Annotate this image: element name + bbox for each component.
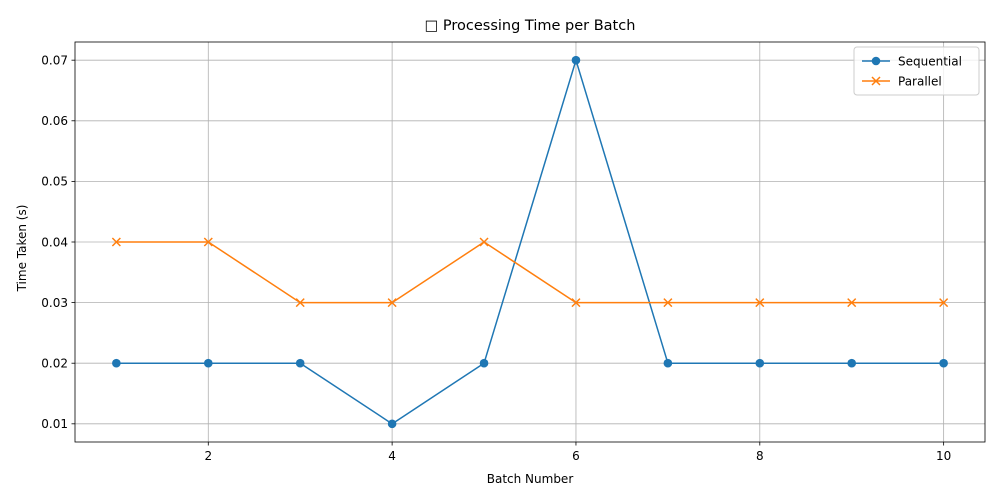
x-axis-label: Batch Number <box>487 472 574 486</box>
legend-box <box>853 46 980 96</box>
data-point <box>571 298 581 308</box>
y-tick-label: 0.06 <box>41 114 68 128</box>
series-line-sequential <box>116 59 944 425</box>
x-axis-ticks: 2 4 6 8 10 <box>204 442 951 463</box>
data-point <box>571 55 581 65</box>
series-sequential <box>112 55 948 429</box>
legend-label: Sequential <box>898 54 962 68</box>
x-tick-label: 2 <box>204 449 212 463</box>
data-point <box>755 298 765 308</box>
data-point <box>112 358 121 368</box>
y-tick-label: 0.02 <box>41 357 68 371</box>
data-point <box>939 358 948 368</box>
y-axis-label: Time Taken (s) <box>15 205 29 293</box>
data-point <box>203 237 213 247</box>
legend-entry-sequential: Sequential <box>862 54 962 68</box>
legend: Sequential Parallel <box>853 46 980 96</box>
data-point <box>939 298 949 308</box>
chart-title: □ Processing Time per Batch <box>425 18 636 34</box>
series-layer <box>111 55 949 429</box>
legend-label: Parallel <box>898 74 942 88</box>
data-point <box>663 298 673 308</box>
x-tick-label: 10 <box>936 449 951 463</box>
data-point <box>847 298 857 308</box>
data-point <box>479 358 489 368</box>
data-point <box>479 237 489 247</box>
data-point <box>847 358 857 368</box>
y-tick-label: 0.05 <box>41 175 68 189</box>
x-tick-label: 4 <box>388 449 396 463</box>
legend-marker <box>871 76 881 86</box>
data-point <box>387 298 397 308</box>
data-point <box>387 419 397 429</box>
y-tick-label: 0.03 <box>41 296 68 310</box>
data-point <box>295 358 305 368</box>
y-tick-label: 0.04 <box>41 235 68 249</box>
data-point <box>111 237 121 247</box>
data-point <box>755 358 765 368</box>
data-point <box>203 358 213 368</box>
y-axis-ticks: 0.01 0.02 0.03 0.04 0.05 0.06 0.07 <box>41 53 75 431</box>
y-tick-label: 0.01 <box>41 417 68 431</box>
series-line-parallel <box>116 241 944 304</box>
series-parallel <box>111 237 949 308</box>
y-tick-label: 0.07 <box>41 53 68 67</box>
legend-marker <box>871 56 881 66</box>
x-tick-label: 8 <box>756 449 764 463</box>
legend-entry-parallel: Parallel <box>862 74 942 88</box>
x-tick-label: 6 <box>572 449 580 463</box>
data-point <box>295 298 305 308</box>
data-point <box>663 358 673 368</box>
